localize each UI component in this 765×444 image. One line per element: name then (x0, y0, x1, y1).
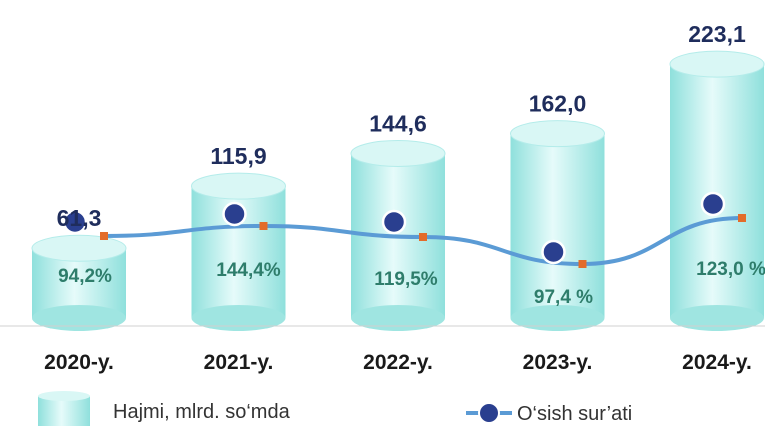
labels-layer: 61,3 2020-y. 115,9 2021-y. 144,6 2022-y. 162,0… (44, 21, 765, 374)
legend-label-growth: O‘sish sur’ati (517, 403, 632, 425)
bar-cylinder (669, 50, 765, 331)
line-layer (62, 191, 746, 268)
legend: Hajmi, mlrd. so‘mda O‘sish sur’ati (38, 391, 632, 426)
bar-bottom (191, 305, 286, 331)
category-label: 2023-y. (523, 351, 593, 374)
category-label: 2020-y. (44, 351, 114, 374)
growth-rate-label: 97,4 % (534, 287, 593, 308)
bar-cylinder (510, 120, 605, 331)
growth-rate-label: 94,2% (58, 266, 112, 287)
growth-rate-marker (541, 239, 566, 265)
bar-bottom (351, 305, 445, 331)
category-label: 2022-y. (363, 351, 433, 374)
bar-bottom (32, 305, 126, 331)
bar-bottom (510, 305, 605, 331)
bar-value-label: 144,6 (369, 110, 427, 136)
legend-item-growth: O‘sish sur’ati (466, 402, 632, 425)
legend-marker-swatch (478, 402, 500, 424)
bar-value-label: 115,9 (210, 143, 266, 169)
growth-rate-marker (222, 201, 247, 227)
bar-top (350, 139, 446, 167)
growth-rate-square-marker (419, 233, 427, 241)
bar-value-label: 223,1 (688, 21, 746, 47)
category-label: 2024-y. (682, 351, 752, 374)
growth-rate-square-marker (259, 222, 268, 230)
bar-body (510, 133, 605, 318)
growth-rate-label: 123,0 % (696, 259, 765, 280)
legend-label-volume: Hajmi, mlrd. so‘mda (113, 401, 291, 423)
bar-cylinder (31, 234, 127, 331)
growth-rate-marker (700, 191, 726, 217)
growth-rate-marker (62, 209, 88, 235)
bar-top (510, 120, 605, 148)
growth-rate-square-marker (578, 260, 587, 268)
bar-cylinder (191, 172, 286, 331)
bar-bottom (670, 305, 764, 331)
category-label: 2021-y. (204, 351, 274, 374)
growth-rate-square-marker (738, 214, 746, 222)
growth-rate-square-marker (100, 232, 108, 240)
bar-top (669, 50, 765, 78)
bars-layer (31, 50, 765, 331)
bar-value-label: 162,0 (529, 91, 587, 117)
growth-rate-label: 119,5% (374, 269, 437, 290)
legend-item-volume: Hajmi, mlrd. so‘mda (38, 391, 291, 426)
growth-rate-marker (381, 209, 407, 235)
growth-rate-label: 144,4% (216, 260, 281, 281)
bar-value-label: 61,3 (57, 205, 102, 231)
bar-top (31, 234, 127, 262)
legend-cylinder-top (38, 391, 90, 401)
bar-top (191, 172, 286, 200)
bar-body (670, 64, 764, 318)
